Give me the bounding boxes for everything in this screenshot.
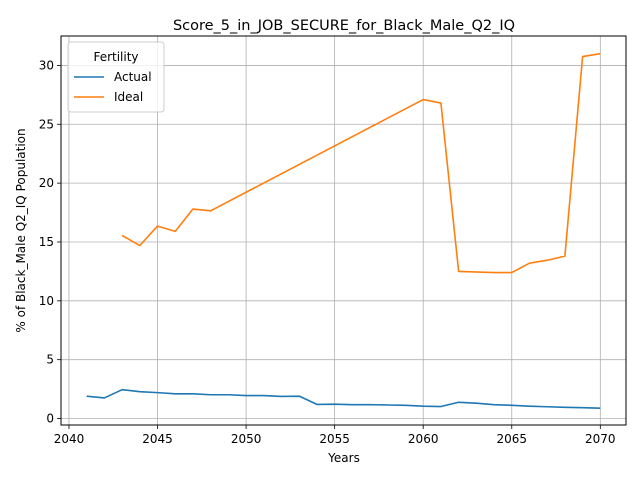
y-tick-label: 5 [46,353,54,367]
chart-title: Score_5_in_JOB_SECURE_for_Black_Male_Q2_… [173,18,515,34]
series-lines [86,52,601,409]
y-tick-label: 20 [39,176,54,190]
y-tick-label: 0 [46,412,54,426]
legend-label-actual: Actual [114,70,152,84]
legend-label-ideal: Ideal [114,90,143,104]
legend: Fertility Actual Ideal [67,41,165,113]
y-tick-label: 10 [39,294,54,308]
y-axis-label: % of Black_Male Q2_IQ Population [14,128,28,332]
y-tick-label: 25 [39,117,54,131]
axis-ticks: 2040 2045 2050 2055 2060 2065 2070 0 5 10 15 20 25 30 [39,58,616,446]
grid [61,36,626,425]
plot-frame [60,35,627,426]
x-axis-label: Years [327,451,360,465]
x-tick-label: 2065 [496,432,527,446]
x-tick-label: 2050 [231,432,262,446]
x-tick-label: 2055 [319,432,350,446]
x-tick-label: 2045 [142,432,173,446]
y-tick-label: 30 [39,58,54,72]
legend-box [67,41,165,113]
y-tick-label: 15 [39,235,54,249]
series-line-ideal [121,52,601,274]
x-tick-label: 2070 [585,432,616,446]
legend-title: Fertility [93,50,138,64]
x-tick-label: 2040 [54,432,85,446]
x-tick-label: 2060 [408,432,439,446]
series-line-actual [86,388,601,409]
